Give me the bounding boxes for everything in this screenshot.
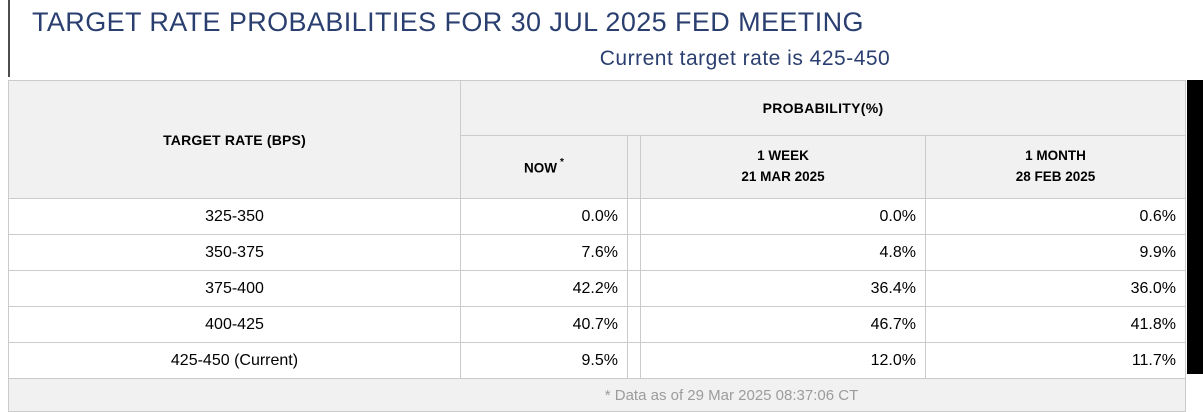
- spacer-cell: [627, 270, 641, 307]
- rate-cell: 350-375: [8, 234, 461, 271]
- table-row: 400-425 40.7% 46.7% 41.8%: [8, 306, 1186, 343]
- col-header-1month: 1 MONTH 28 FEB 2025: [925, 135, 1186, 199]
- table-row: 325-350 0.0% 0.0% 0.6%: [8, 198, 1186, 235]
- month-cell: 11.7%: [925, 342, 1186, 379]
- month-cell: 41.8%: [925, 306, 1186, 343]
- spacer-cell: [627, 306, 641, 343]
- now-label: NOW: [524, 160, 558, 176]
- now-cell: 40.7%: [460, 306, 628, 343]
- table-row: 350-375 7.6% 4.8% 9.9%: [8, 234, 1186, 271]
- probability-table: TARGET RATE (BPS) PROBABILITY(%) NOW * 1 …: [8, 80, 1186, 412]
- col-header-1week: 1 WEEK 21 MAR 2025: [640, 135, 926, 199]
- now-cell: 42.2%: [460, 270, 628, 307]
- header-row-1: TARGET RATE (BPS) PROBABILITY(%): [8, 80, 1186, 199]
- table-row: 425-450 (Current) 9.5% 12.0% 11.7%: [8, 342, 1186, 379]
- spacer-cell: [627, 198, 641, 235]
- col-header-spacer: [627, 135, 641, 199]
- now-cell: 0.0%: [460, 198, 628, 235]
- week-cell: 0.0%: [640, 198, 926, 235]
- col-header-now: NOW *: [460, 135, 628, 199]
- footer-row: * Data as of 29 Mar 2025 08:37:06 CT: [8, 378, 1186, 412]
- col-header-target-rate: TARGET RATE (BPS): [8, 80, 461, 199]
- current-target-rate-subtitle: Current target rate is 425-450: [599, 47, 891, 70]
- week-cell: 12.0%: [640, 342, 926, 379]
- data-asof-note: * Data as of 29 Mar 2025 08:37:06 CT: [8, 378, 1186, 412]
- now-cell: 9.5%: [460, 342, 628, 379]
- week-date: 21 MAR 2025: [741, 169, 825, 184]
- probability-table-wrap: TARGET RATE (BPS) PROBABILITY(%) NOW * 1 …: [8, 80, 1203, 412]
- header-row-2: NOW * 1 WEEK 21 MAR 2025 1 MONTH 28 FEB 2…: [9, 135, 1186, 199]
- col-header-probability: PROBABILITY(%): [460, 80, 1186, 136]
- week-cell: 4.8%: [640, 234, 926, 271]
- month-date: 28 FEB 2025: [1015, 169, 1096, 184]
- spacer-cell: [627, 342, 641, 379]
- week-cell: 36.4%: [640, 270, 926, 307]
- now-cell: 7.6%: [460, 234, 628, 271]
- page-title: TARGET RATE PROBABILITIES FOR 30 JUL 202…: [32, 7, 864, 37]
- week-cell: 46.7%: [640, 306, 926, 343]
- month-label: 1 MONTH: [1025, 148, 1086, 164]
- rate-cell: 375-400: [8, 270, 461, 307]
- spacer-cell: [627, 234, 641, 271]
- rate-cell: 325-350: [8, 198, 461, 235]
- month-cell: 9.9%: [925, 234, 1186, 271]
- title-block: TARGET RATE PROBABILITIES FOR 30 JUL 202…: [8, 0, 1203, 77]
- rate-cell: 425-450 (Current): [8, 342, 461, 379]
- week-label: 1 WEEK: [757, 148, 809, 164]
- month-cell: 0.6%: [925, 198, 1186, 235]
- rate-cell: 400-425: [8, 306, 461, 343]
- vertical-scrollbar[interactable]: [1187, 80, 1203, 374]
- table-row: 375-400 42.2% 36.4% 36.0%: [8, 270, 1186, 307]
- month-cell: 36.0%: [925, 270, 1186, 307]
- now-footnote-marker: *: [560, 156, 564, 168]
